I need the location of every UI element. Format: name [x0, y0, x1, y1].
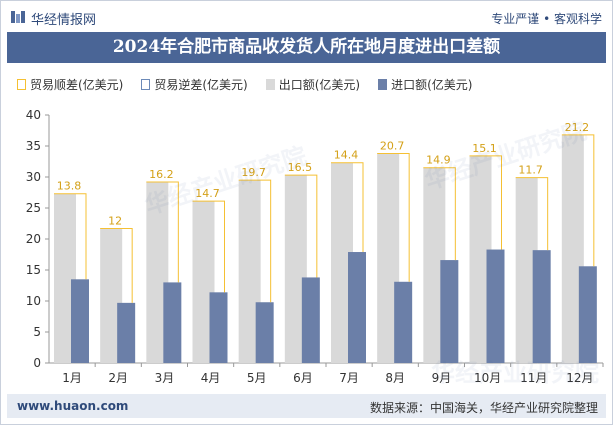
surplus-bracket — [284, 174, 318, 278]
website-link[interactable]: www.huaon.com — [17, 399, 129, 413]
export-bar — [331, 162, 353, 363]
x-tick-label: 2月 — [108, 371, 128, 385]
surplus-bracket — [54, 193, 87, 280]
y-tick-label: 20 — [26, 232, 41, 246]
surplus-bracket — [146, 181, 179, 283]
x-tick-label: 9月 — [432, 371, 452, 385]
export-bar — [561, 134, 584, 363]
legend-label-import: 进口额(亿美元) — [391, 77, 473, 92]
export-bar — [515, 177, 538, 363]
brand-name: 华经情报网 — [31, 13, 97, 28]
chart-plot: 0 5 10 15 20 25 30 35 40 13.8 1月 12 2月 16.2 3月 14.7 4月 19… — [26, 108, 604, 385]
surplus-data-label: 19.7 — [241, 166, 266, 179]
y-tick-label: 0 — [33, 356, 41, 370]
surplus-bracket — [423, 167, 456, 261]
x-tick-label: 8月 — [385, 371, 405, 385]
legend-item-deficit: 贸易逆差(亿美元) — [141, 75, 248, 93]
legend-label-surplus: 贸易顺差(亿美元) — [30, 77, 124, 92]
export-bar — [469, 155, 492, 363]
y-tick-label: 25 — [26, 201, 41, 215]
legend-swatch-deficit — [141, 78, 151, 90]
legend-swatch-surplus — [17, 78, 26, 90]
surplus-bracket — [100, 227, 133, 303]
export-bar — [238, 180, 261, 363]
y-tick-label: 40 — [26, 108, 41, 122]
legend-swatch-import — [378, 78, 388, 90]
legend-item-import: 进口额(亿美元) — [378, 75, 473, 93]
surplus-bracket — [192, 200, 225, 293]
surplus-data-label: 14.4 — [334, 149, 359, 162]
x-tick-label: 7月 — [339, 371, 359, 385]
export-bar — [377, 153, 400, 363]
logo-icon — [11, 11, 25, 23]
legend-item-export: 出口额(亿美元) — [265, 75, 361, 93]
top-bar: 华经情报网 专业严谨 • 客观科学 — [9, 7, 604, 29]
x-tick-label: 6月 — [293, 371, 313, 385]
import-bar — [578, 266, 597, 363]
export-bar — [423, 167, 446, 363]
export-bar — [100, 228, 123, 363]
surplus-data-label: 16.5 — [288, 161, 313, 174]
export-bar — [284, 175, 307, 363]
export-bar — [54, 193, 76, 363]
surplus-bracket — [515, 177, 549, 251]
footer: www.huaon.com 数据来源：中国海关，华经产业研究院整理 — [7, 394, 606, 418]
surplus-data-label: 11.7 — [518, 164, 543, 177]
legend-swatch-export — [265, 78, 275, 90]
import-bar — [71, 279, 89, 363]
x-tick-label: 4月 — [201, 371, 221, 385]
x-tick-label: 1月 — [62, 371, 82, 385]
legend-label-export: 出口额(亿美元) — [278, 77, 361, 92]
export-bar — [192, 201, 215, 363]
legend-item-surplus: 贸易顺差(亿美元) — [17, 75, 123, 93]
import-bar — [301, 277, 320, 363]
surplus-bracket — [331, 162, 364, 253]
surplus-bracket — [469, 155, 502, 250]
surplus-data-label: 21.2 — [565, 121, 590, 134]
import-bar — [532, 250, 551, 363]
surplus-bracket — [561, 134, 595, 267]
surplus-bracket — [238, 179, 272, 303]
import-bar — [348, 252, 366, 363]
x-tick-label: 11月 — [520, 371, 547, 385]
surplus-data-label: 14.9 — [426, 154, 451, 167]
legend-label-deficit: 贸易逆差(亿美元) — [154, 77, 248, 92]
y-tick-label: 15 — [26, 263, 41, 277]
y-tick-label: 35 — [26, 139, 41, 153]
import-bar — [117, 302, 136, 363]
data-source: 数据来源：中国海关，华经产业研究院整理 — [369, 401, 598, 415]
surplus-data-label: 13.8 — [57, 180, 82, 193]
chart-title-bar: 2024年合肥市商品收发货人所在地月度进出口差额 — [7, 32, 606, 63]
x-tick-label: 5月 — [247, 371, 267, 385]
import-bar — [394, 281, 413, 363]
surplus-data-label: 16.2 — [149, 168, 174, 181]
import-bar — [255, 302, 274, 363]
x-tick-label: 12月 — [566, 371, 593, 385]
surplus-data-label: 15.1 — [472, 142, 497, 155]
surplus-data-label: 14.7 — [195, 187, 220, 200]
import-bar — [209, 292, 228, 363]
import-bar — [440, 260, 459, 363]
surplus-data-label: 12 — [108, 214, 122, 227]
surplus-data-label: 20.7 — [380, 139, 405, 152]
import-bar — [486, 249, 505, 363]
import-bar — [163, 282, 182, 363]
x-tick-label: 3月 — [155, 371, 175, 385]
export-bar — [146, 181, 169, 363]
surplus-bracket — [377, 152, 410, 282]
y-tick-label: 5 — [33, 325, 41, 339]
chart-legend: 贸易顺差(亿美元) 贸易逆差(亿美元) 出口额(亿美元) 进口额(亿美元) — [17, 75, 473, 93]
tagline: 专业严谨 • 客观科学 — [491, 12, 602, 26]
x-tick-label: 10月 — [474, 371, 501, 385]
chart-title: 2024年合肥市商品收发货人所在地月度进出口差额 — [112, 37, 501, 57]
y-tick-label: 10 — [26, 294, 41, 308]
y-tick-label: 30 — [26, 170, 41, 184]
